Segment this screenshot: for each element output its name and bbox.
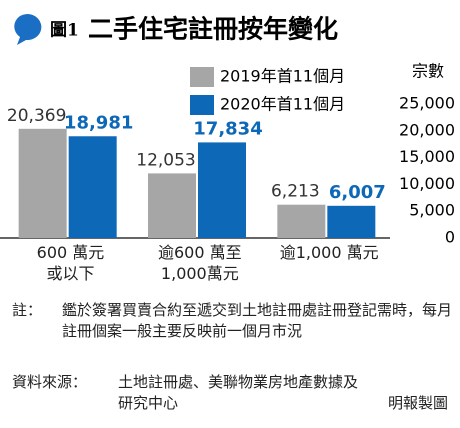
- legend-label: 2020年首11個月: [220, 95, 345, 114]
- value-label: 17,834: [193, 118, 262, 139]
- bar: [68, 136, 117, 238]
- figure-label: 圖1: [50, 21, 79, 41]
- credit: 明報製圖: [387, 394, 448, 412]
- y-tick-label: 25,000: [399, 94, 455, 113]
- value-label: 18,981: [64, 112, 133, 133]
- value-label: 6,007: [329, 182, 386, 203]
- y-tick-label: 20,000: [399, 120, 455, 139]
- value-label: 20,369: [7, 106, 66, 126]
- value-label: 6,213: [271, 182, 320, 202]
- bar: [148, 173, 196, 238]
- y-tick-label: 10,000: [399, 174, 455, 193]
- value-label: 12,053: [136, 150, 195, 170]
- bar: [18, 128, 67, 238]
- bar: [277, 204, 326, 238]
- x-tick-label: 逾1,000 萬元: [279, 243, 379, 262]
- source-label: 資料來源：: [12, 373, 88, 391]
- y-tick-label: 15,000: [399, 147, 455, 166]
- x-tick-label: 600 萬元 或以下: [36, 243, 105, 283]
- legend-label: 2019年首11個月: [220, 67, 345, 86]
- note-label: 註：: [12, 301, 43, 319]
- y-tick-label: 0: [445, 228, 455, 247]
- note-text: 鑑於簽署買賣合約至遞交到土地註冊處註冊登記需時，每月註冊個案一般主要反映前一個月…: [62, 301, 453, 340]
- note: 註： 鑑於簽署買賣合約至遞交到土地註冊處註冊登記需時，每月註冊個案一般主要反映前…: [12, 300, 452, 342]
- source-text: 土地註冊處、美聯物業房地產數據及研究中心: [118, 373, 359, 412]
- y-tick-label: 5,000: [409, 201, 455, 220]
- bar: [327, 205, 376, 238]
- legend-swatch: [190, 95, 214, 115]
- title-icon: [14, 14, 42, 45]
- source: 資料來源： 土地註冊處、美聯物業房地產數據及研究中心 明報製圖: [12, 372, 452, 414]
- y-axis-title: 宗數: [412, 62, 444, 81]
- legend-swatch: [190, 67, 214, 87]
- bar: [198, 142, 246, 238]
- chart-title: 二手住宅註冊按年變化: [88, 15, 338, 44]
- x-tick-label: 逾600 萬至 1,000萬元: [158, 243, 242, 283]
